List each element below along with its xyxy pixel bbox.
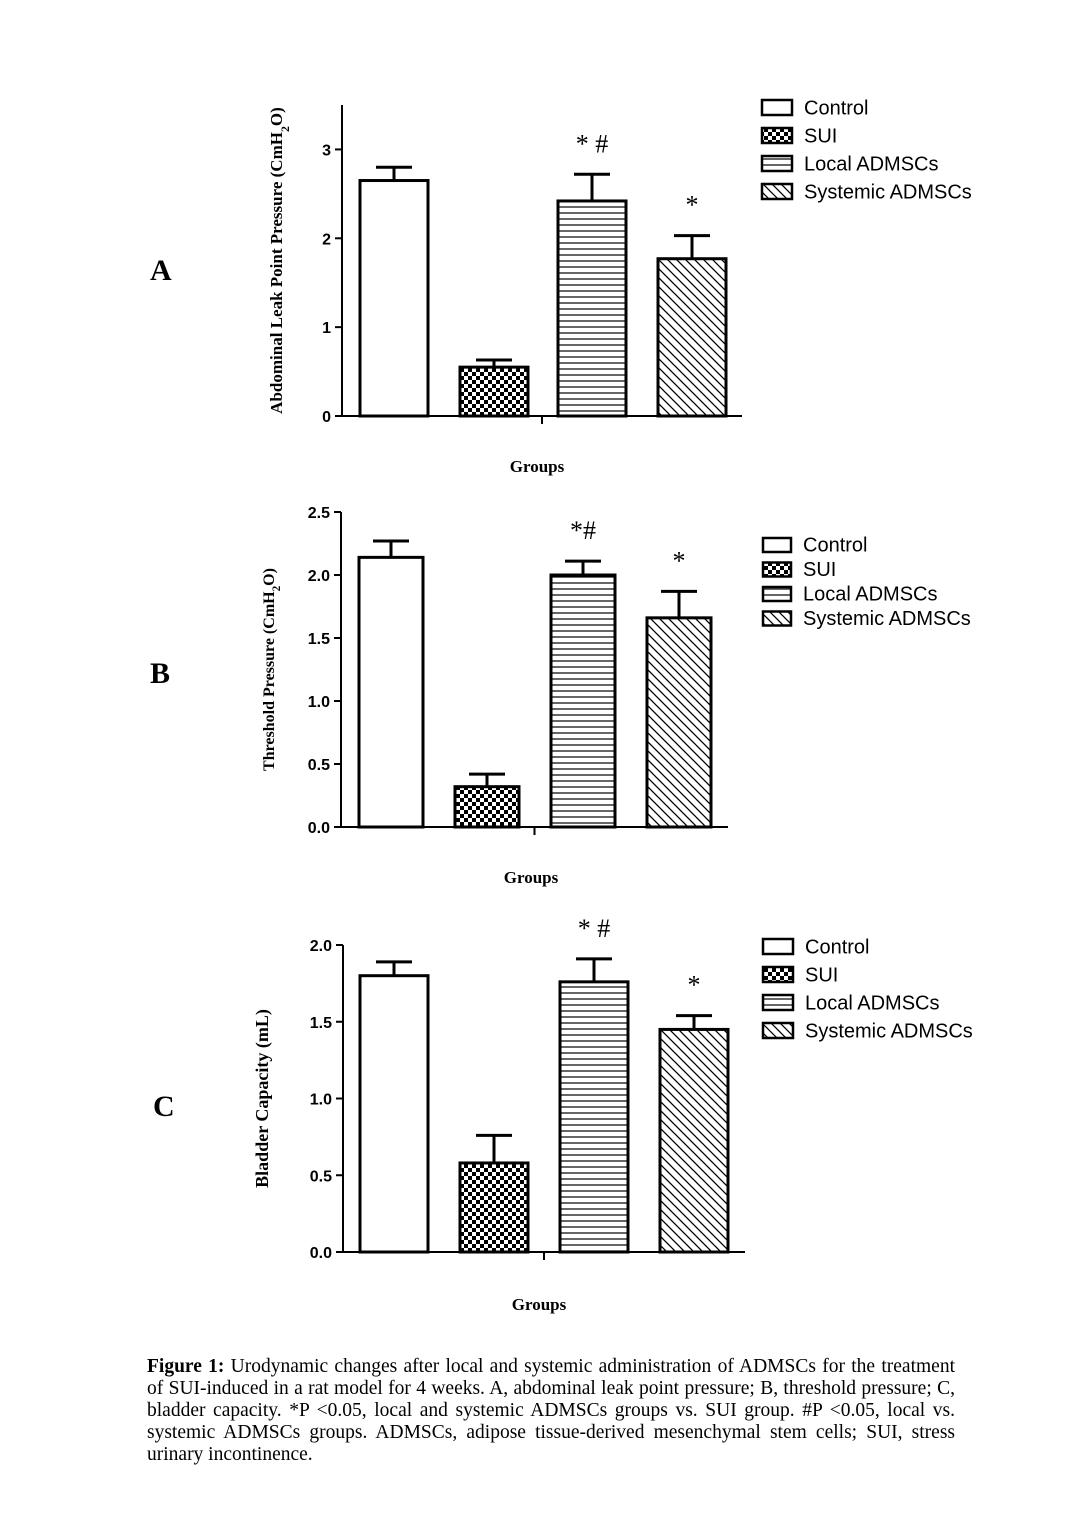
legend-label-3: Systemic ADMSCs [805,1021,973,1043]
y-tick-label: 2.0 [308,568,330,585]
legend-swatch-1 [761,561,793,578]
y-tick-label: 0.0 [308,820,330,837]
legend-label-1: SUI [804,126,837,148]
bar-2 [556,199,628,418]
y-tick-label: 1.0 [310,1092,332,1109]
caption-label: Figure 1: [147,1355,225,1377]
x-axis-title: Groups [504,868,559,887]
legend-swatch-0 [761,937,795,956]
figure-caption: Figure 1: Urodynamic changes after local… [147,1356,955,1466]
bar-3 [645,616,713,829]
panel-letter: B [150,657,170,690]
y-tick-label: 1.5 [310,1015,332,1032]
y-axis-title-end: O) [261,568,278,586]
bar-0 [358,974,430,1254]
significance-label-3: * [688,971,701,1000]
significance-label-2: * # [576,129,609,158]
y-tick-label: 3 [322,142,331,159]
legend-swatch-2 [760,154,794,173]
legend-label-0: Control [804,98,868,120]
panel-letter: A [150,254,172,287]
bar-3 [656,257,728,418]
x-axis-title: Groups [512,1295,567,1314]
legend-swatch-0 [760,98,794,117]
y-tick-label: 0.5 [308,757,330,774]
panel-letter: C [153,1090,175,1123]
caption-text: Urodynamic changes after local and syste… [147,1355,955,1465]
y-tick-label: 1.0 [308,694,330,711]
legend-swatch-3 [760,182,794,201]
significance-label-3: * [673,546,686,575]
y-axis-title: Bladder Capacity (mL) [252,1009,273,1188]
significance-label-3: * [686,191,699,220]
bar-1 [458,365,530,418]
y-tick-label: 1.5 [308,631,330,648]
bar-0 [358,179,430,418]
bar-1 [453,785,521,829]
y-axis-title-end: O) [267,107,286,126]
bar-0 [357,555,425,829]
y-axis-title-main: Abdominal Leak Point Pressure (CmH [267,132,286,414]
y-axis-title-main: Threshold Pressure (CmH [261,591,278,771]
legend-label-2: Local ADMSCs [803,584,938,606]
legend-label-0: Control [803,535,867,557]
y-tick-label: 0.0 [310,1245,332,1262]
x-axis-title: Groups [510,457,565,476]
chart-panel-c: C 0.0 0.5 1.0 1.5 2.0 Bladder Capacity (mL) Gro… [153,914,973,1314]
legend-swatch-2 [761,993,795,1012]
legend-label-1: SUI [805,965,838,987]
y-tick-label: 2.5 [308,505,330,522]
y-tick-label: 2.0 [310,938,332,955]
y-tick-label: 0.5 [310,1168,332,1185]
y-axis-title-main: Bladder Capacity (mL) [252,1009,273,1188]
y-axis-title-sub: 2 [278,126,292,132]
chart-panel-b: B 0.0 0.5 1.0 1.5 2.0 2.5 Threshold Pressure (C… [150,505,971,887]
bar-3 [658,1027,730,1254]
legend-swatch-1 [760,126,794,145]
legend-swatch-3 [761,610,793,627]
significance-label-2: *# [570,516,596,545]
legend-label-0: Control [805,937,869,959]
legend-label-1: SUI [803,559,836,581]
bar-2 [558,980,630,1254]
bar-2 [549,573,617,829]
legend-swatch-1 [761,965,795,984]
legend-label-2: Local ADMSCs [805,993,940,1015]
legend-label-3: Systemic ADMSCs [804,182,972,204]
legend-swatch-2 [761,585,793,603]
y-axis-title-sub: 2 [271,585,283,591]
legend-label-2: Local ADMSCs [804,154,939,176]
y-axis-title: Abdominal Leak Point Pressure (CmH2O) [267,107,292,414]
y-tick-label: 1 [322,320,331,337]
legend-label-3: Systemic ADMSCs [803,608,971,630]
y-tick-label: 0 [322,409,331,426]
y-axis-title: Threshold Pressure (CmH2O) [261,568,283,771]
y-tick-label: 2 [322,231,331,248]
bar-1 [458,1161,530,1254]
legend-swatch-0 [761,536,793,554]
significance-label-2: * # [578,914,611,943]
legend-swatch-3 [761,1021,795,1040]
